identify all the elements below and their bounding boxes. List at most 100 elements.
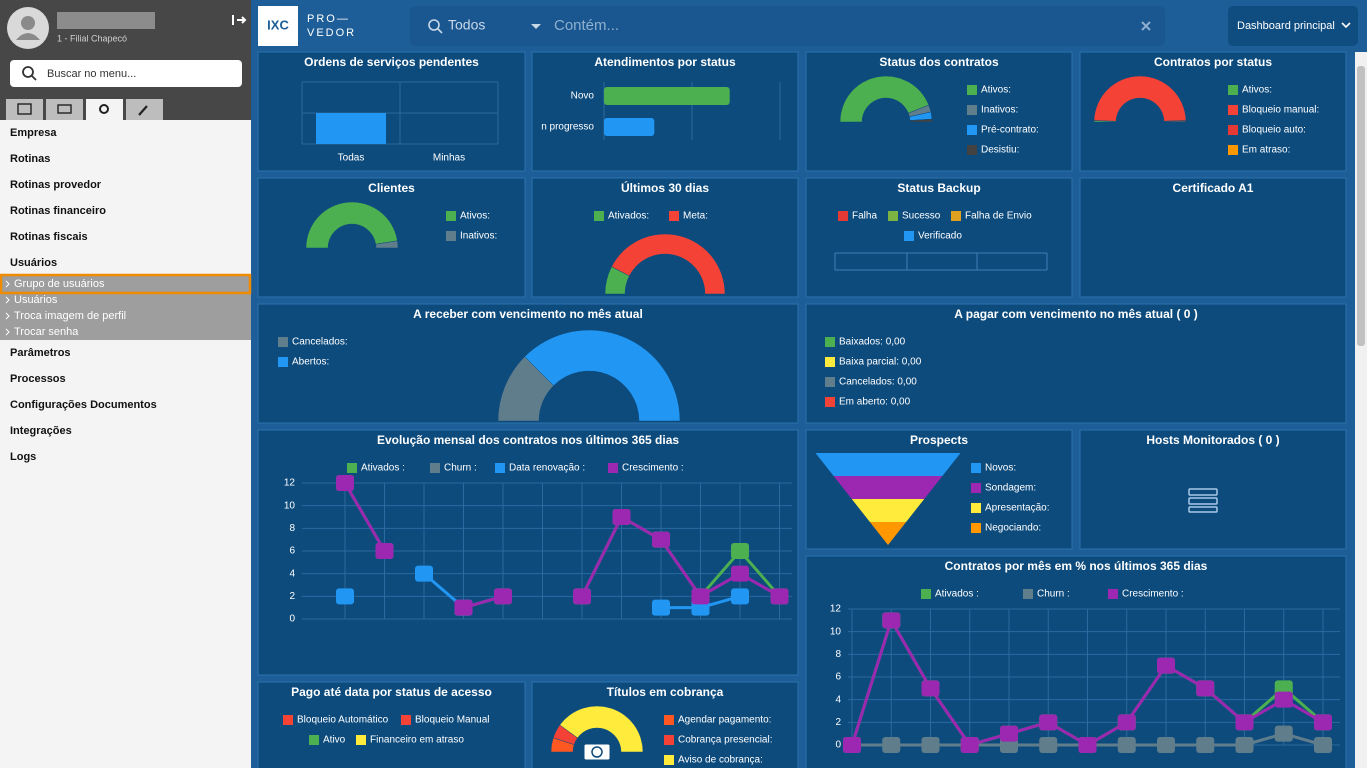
tab-icon [99,104,109,114]
dropdown-arrow [531,24,541,29]
submenu-item[interactable]: Troca imagem de perfil [14,310,126,322]
submenu-item[interactable]: Grupo de usuários [14,278,105,290]
funnel-stage [851,499,925,522]
data-point [921,737,940,753]
menu-item[interactable]: Parâmetros [10,347,71,359]
y-tick-label: 10 [284,500,296,511]
legend-swatch [1108,589,1118,599]
legend-swatch [594,211,604,221]
panel-title: Pago até data por status de acesso [291,685,492,699]
data-point [691,588,710,605]
data-point [336,475,354,491]
legend-label: Abertos: [292,357,329,368]
donut-slice [1093,75,1187,122]
panel-title: Certificado A1 [1173,181,1254,195]
search-input[interactable]: Contém... [554,17,619,34]
y-tick-label: Novo [571,91,595,102]
menu-item[interactable]: Logs [10,451,36,463]
menu-item[interactable]: Rotinas provedor [10,179,102,191]
legend-label: Churn : [444,463,477,474]
menu-item[interactable]: Rotinas fiscais [10,231,88,243]
data-point [652,531,670,548]
search-icon [437,28,443,34]
menu-search-input[interactable]: Buscar no menu... [47,68,136,80]
legend-label: Ativados : [935,589,979,600]
y-tick-label: 4 [289,568,295,579]
data-point [1000,725,1018,742]
legend-swatch [495,463,505,473]
submenu-arrow [5,312,10,320]
server-icon [1188,488,1218,513]
tab-icon [17,103,32,115]
search-bar[interactable] [410,6,1165,46]
y-tick-label: 4 [835,694,841,705]
legend-label: Data renovação : [509,463,585,474]
data-point [573,588,591,605]
menu-item[interactable]: Rotinas financeiro [10,205,106,217]
menu-item[interactable]: Processos [10,373,66,385]
menu-search[interactable] [10,60,242,87]
legend-swatch [401,715,411,725]
legend-label: Ativos: [981,85,1011,96]
legend-swatch [825,377,835,387]
data-point [1274,725,1293,742]
panel-title: Clientes [368,181,415,195]
legend-swatch [825,397,835,407]
legend-label: Sucesso [902,211,941,222]
data-point [375,543,394,559]
y-tick-label: n progresso [541,122,594,133]
menu-item[interactable]: Empresa [10,127,57,139]
funnel-stage [815,453,961,476]
submenu-arrow [5,296,10,304]
y-tick-label: 10 [830,626,842,637]
sidebar [0,0,251,768]
submenu-selected [0,273,252,295]
tab[interactable] [46,99,83,120]
panel [257,681,526,768]
tab[interactable] [6,99,43,120]
data-point [1078,737,1097,753]
legend-label: Negociando: [985,523,1041,534]
avatar-body [16,33,40,40]
y-tick-label: 0 [835,740,841,751]
submenu-item[interactable]: Trocar senha [14,326,79,338]
legend-swatch [971,503,981,513]
bar [604,87,730,105]
panel-title: Status Backup [897,181,980,195]
clear-button[interactable] [1141,21,1151,31]
y-tick-label: 12 [830,604,842,615]
legend-swatch [1228,85,1238,95]
funnel-stage [833,476,943,499]
panels: Ordens de serviços pendentes Todas Minhas A… [257,51,1347,768]
data-point [960,737,979,753]
legend-label: Verificado [918,231,962,242]
menu-item[interactable]: Configurações Documentos [10,399,157,411]
data-point [336,588,354,605]
data-point [1117,737,1136,753]
legend-swatch [446,211,456,221]
data-point [1314,714,1332,731]
funnel-stage [869,522,907,545]
data-point [1157,657,1175,674]
data-point [731,543,749,559]
data-point [1196,680,1215,697]
submenu-item[interactable]: Usuários [14,294,58,306]
menu-item[interactable]: Integrações [10,425,72,437]
x-tick-label: Todas [338,153,365,164]
donut-slice [375,240,399,249]
y-tick-label: 8 [289,523,295,534]
logo-box [258,6,298,46]
scrollbar-thumb[interactable] [1357,66,1365,346]
legend-swatch [1023,589,1033,599]
legend-label: Ativados : [361,463,405,474]
menu-item[interactable]: Rotinas [10,153,50,165]
tab-active[interactable] [86,99,123,120]
menu-item[interactable]: Usuários [10,257,57,269]
legend-label: Falha de Envio [965,211,1032,222]
logout-icon[interactable] [232,15,247,25]
bar [604,118,655,136]
filter-select[interactable]: Todos [448,17,485,33]
dashboard-select[interactable] [1228,6,1358,46]
legend-label: Cobrança presencial: [678,735,773,746]
submenu [0,276,251,340]
